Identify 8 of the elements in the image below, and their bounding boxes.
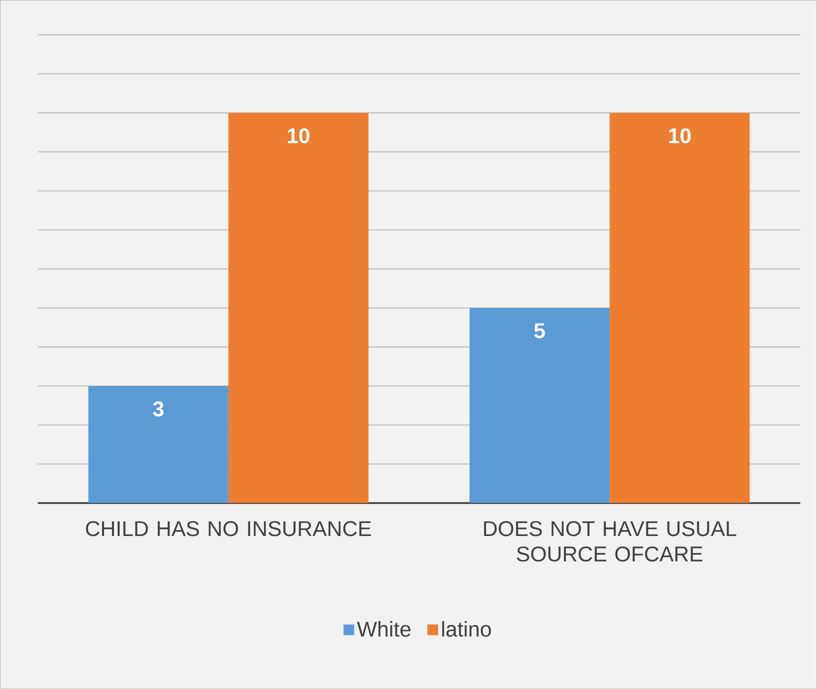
data-label: 5 bbox=[534, 323, 545, 338]
data-label: 3 bbox=[152, 401, 164, 417]
data-label: 10 bbox=[669, 128, 691, 144]
legend-label: White bbox=[356, 621, 410, 637]
x-tick-label: CHILD HAS NO INSURANCE bbox=[86, 521, 371, 536]
x-tick-label: DOES NOT HAVE USUAL SOURCE OFCARE bbox=[484, 521, 736, 562]
data-label: 10 bbox=[288, 128, 310, 144]
legend-label: latino bbox=[442, 621, 491, 637]
